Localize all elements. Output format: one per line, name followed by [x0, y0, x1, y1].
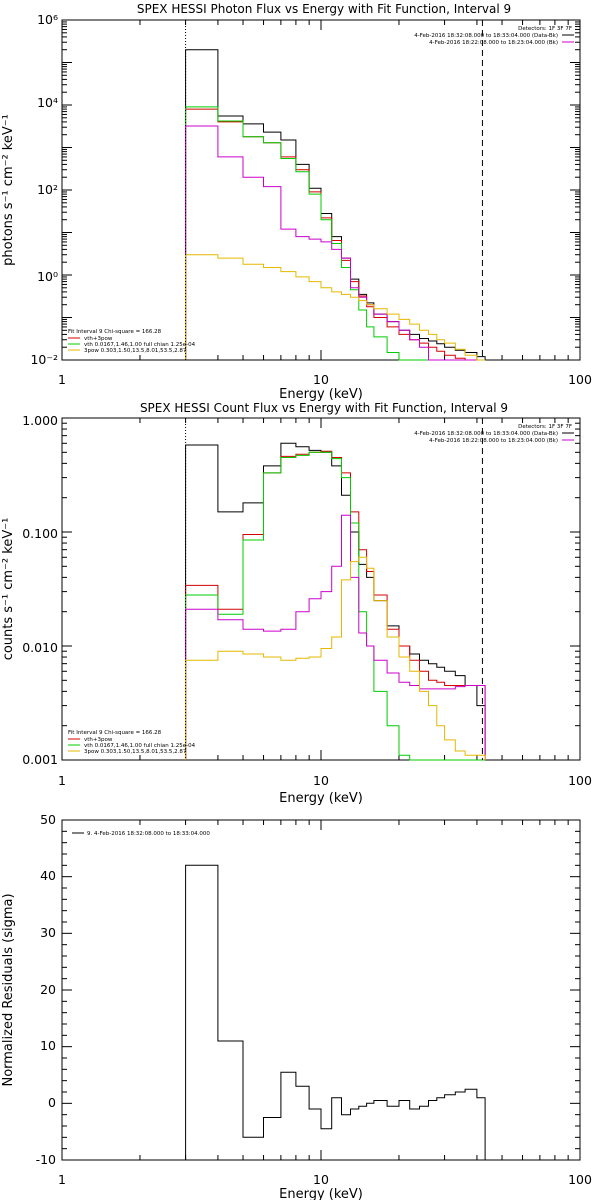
photon-fit-info: Fit Interval 9 Chi-square = 166.28 — [68, 329, 162, 335]
count-info-data-interval: 4-Feb-2016 18:32:08.000 to 18:33:04.000 … — [414, 431, 558, 437]
photon-ytick-4: 10⁶ — [37, 12, 58, 27]
residual-ytick-0: -10 — [36, 1152, 56, 1167]
count-xlabel: Energy (keV) — [279, 791, 363, 806]
residual-ytick-6: 50 — [40, 812, 56, 827]
photon-series-observed — [185, 49, 486, 360]
count-legend-nonthermal: 3pow 0.303,1.50,13.5,8.01,53.5,2.87 — [84, 749, 187, 755]
photon-ytick-3: 10⁴ — [37, 95, 58, 110]
photon-xtick-1: 10 — [313, 372, 329, 387]
count-series-nonthermal — [185, 514, 486, 760]
photon-ytick-0: 10⁻² — [30, 352, 58, 367]
count-legend-thermal: vth 0.0167,1.46,1.00 full chian 1.25e-04 — [84, 743, 196, 749]
photon-xtick-2: 100 — [568, 372, 592, 387]
photon-title: SPEX HESSI Photon Flux vs Energy with Fi… — [137, 2, 511, 16]
photon-info-bk-interval: 4-Feb-2016 18:22:08.000 to 18:23:04.000 … — [429, 40, 558, 46]
residual-legend-label: 9. 4-Feb-2016 18:32:08.000 to 18:33:04.0… — [87, 831, 210, 837]
photon-info-detectors: Detectors: 1F 3F 7F — [518, 26, 572, 32]
count-ytick-1: 0.010 — [22, 640, 58, 655]
count-ylabel: counts s⁻¹ cm⁻² keV⁻¹ — [1, 518, 16, 661]
residuals-panel: -10 0 10 20 30 40 50 1 10 100 Energy (ke… — [1, 812, 592, 1200]
count-plot-area — [61, 418, 580, 761]
count-flux-panel: SPEX HESSI Count Flux vs Energy with Fit… — [1, 401, 592, 806]
residual-xtick-0: 1 — [58, 1172, 66, 1187]
photon-legend-thermal: vth 0.0167,1.46,1.00 full chian 1.25e-04 — [84, 342, 196, 348]
count-series-thermal — [185, 451, 486, 761]
count-xtick-2: 100 — [568, 773, 592, 788]
count-legend-total: vth+3pow — [84, 737, 113, 743]
count-series-total — [185, 450, 486, 760]
photon-series-nonthermal — [185, 125, 486, 361]
residual-series-residuals — [185, 864, 486, 1160]
count-xtick-1: 10 — [313, 773, 329, 788]
count-info-detectors: Detectors: 1F 3F 7F — [518, 424, 572, 430]
count-fit-info: Fit Interval 9 Chi-square = 166.28 — [68, 730, 162, 736]
photon-series-thermal — [185, 106, 486, 361]
photon-xtick-0: 1 — [58, 372, 66, 387]
residual-ylabel: Normalized Residuals (sigma) — [1, 893, 16, 1086]
residual-ytick-3: 20 — [40, 982, 56, 997]
count-series-background — [185, 556, 486, 760]
photon-plot-area — [61, 20, 580, 361]
photon-ytick-2: 10² — [37, 182, 58, 197]
photon-flux-panel: SPEX HESSI Photon Flux vs Energy with Fi… — [1, 2, 592, 402]
photon-ylabel: photons s⁻¹ cm⁻² keV⁻¹ — [1, 114, 16, 266]
residual-ytick-1: 0 — [48, 1095, 56, 1110]
count-xtick-0: 1 — [58, 773, 66, 788]
photon-xlabel: Energy (keV) — [279, 387, 363, 402]
residual-ytick-2: 10 — [40, 1038, 56, 1053]
photon-info-data-interval: 4-Feb-2016 18:32:08.000 to 18:33:04.000 … — [414, 33, 558, 39]
residual-ytick-5: 40 — [40, 868, 56, 883]
residual-xtick-1: 10 — [313, 1172, 329, 1187]
photon-legend-total: vth+3pow — [84, 336, 113, 342]
count-ytick-0: 0.001 — [22, 752, 58, 767]
count-title: SPEX HESSI Count Flux vs Energy with Fit… — [140, 401, 508, 415]
count-series-observed — [185, 442, 486, 760]
count-ytick-2: 0.100 — [22, 526, 58, 541]
count-info-bk-interval: 4-Feb-2016 18:22:08.000 to 18:23:04.000 … — [429, 438, 558, 444]
residual-xtick-2: 100 — [568, 1172, 592, 1187]
residual-plot-area — [61, 819, 580, 1161]
residual-ytick-4: 30 — [40, 925, 56, 940]
photon-series-total — [185, 108, 486, 361]
photon-series-background — [185, 254, 486, 361]
count-ytick-3: 1.000 — [22, 413, 58, 428]
count-plot-frame — [61, 417, 581, 761]
photon-ytick-1: 10⁰ — [37, 269, 58, 284]
photon-legend-nonthermal: 3pow 0.303,1.50,13.5,8.01,53.5,2.87 — [84, 348, 187, 354]
residual-xlabel: Energy (keV) — [279, 1187, 363, 1200]
